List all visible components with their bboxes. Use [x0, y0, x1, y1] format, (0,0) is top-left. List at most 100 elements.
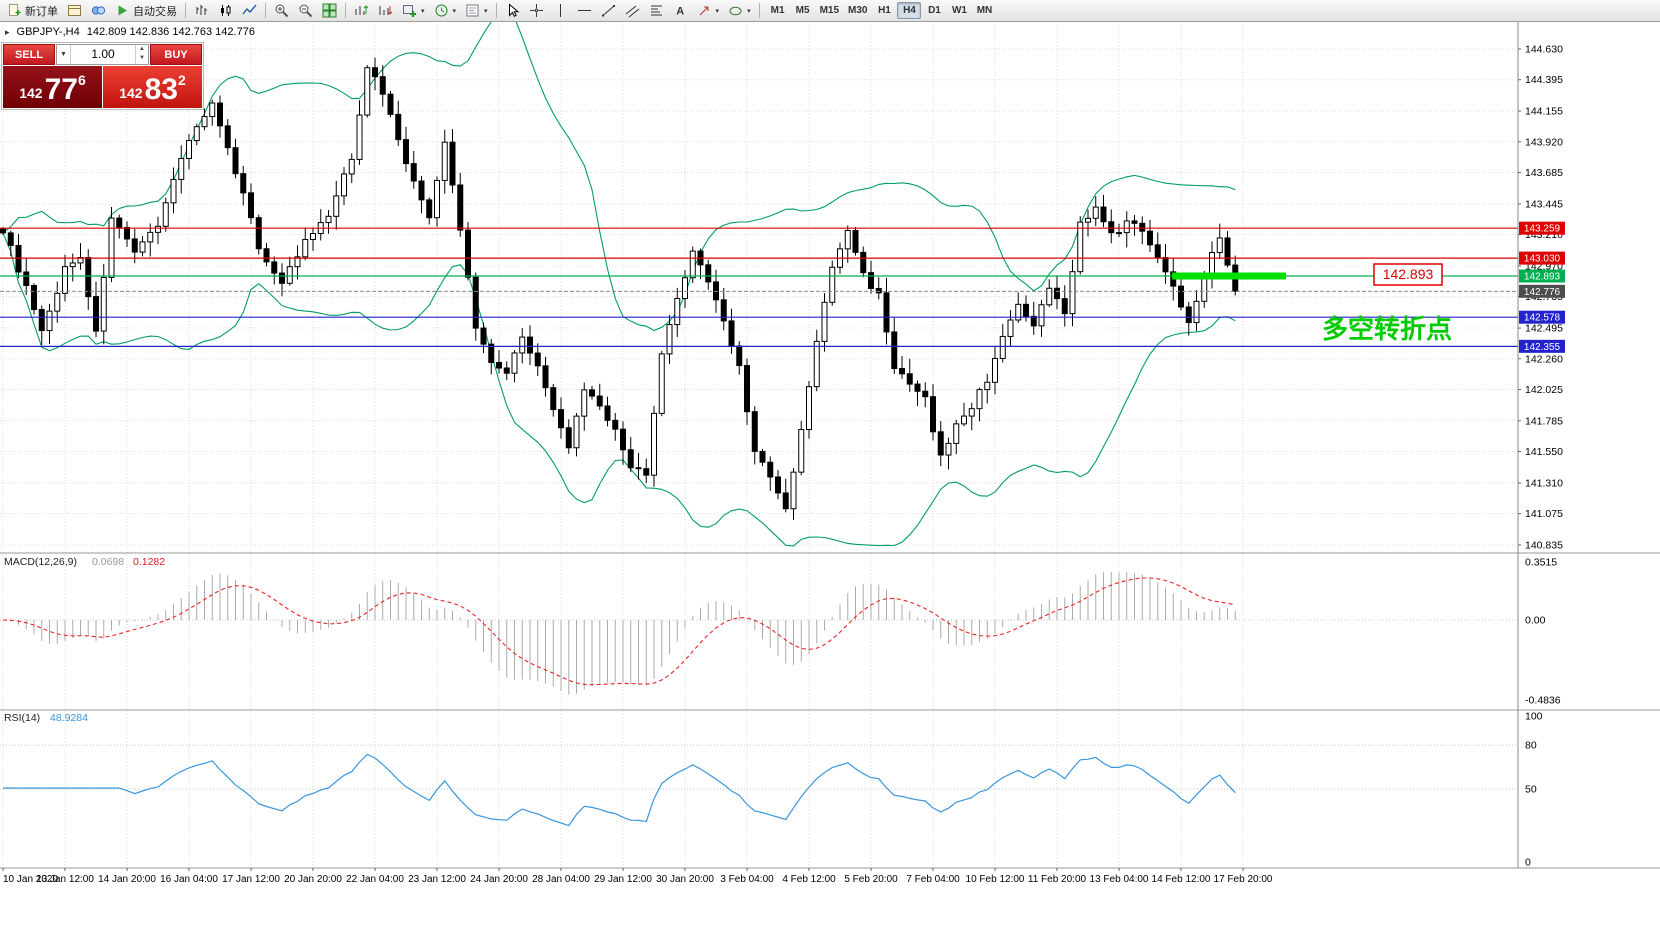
trendline-button[interactable]: [597, 1, 620, 20]
line-chart-button[interactable]: [238, 1, 261, 20]
horizontal-line-button[interactable]: [573, 1, 596, 20]
timeframe-button-d1[interactable]: D1: [928, 5, 941, 16]
zoom-in-button[interactable]: [270, 1, 293, 20]
volume-value[interactable]: 1.00: [91, 47, 115, 61]
timeframe-button-w1[interactable]: W1: [951, 5, 967, 16]
channel-button[interactable]: [621, 1, 644, 20]
timeframe-button-m30[interactable]: M30: [848, 5, 868, 16]
fibonacci-button[interactable]: [645, 1, 668, 20]
candle-body: [550, 387, 557, 411]
candle-body: [782, 492, 789, 510]
volume-down-icon[interactable]: ▼: [139, 55, 145, 61]
price-axis-label: 142.025: [1525, 384, 1563, 396]
candle-body: [333, 195, 340, 217]
candle-body: [914, 383, 921, 392]
candle-body: [116, 217, 123, 229]
svg-text:A: A: [676, 6, 684, 18]
candle-body: [170, 178, 177, 204]
buy-price-display[interactable]: 142 83 2: [103, 66, 202, 108]
period-clock-button[interactable]: ▾: [430, 1, 461, 20]
sell-button[interactable]: SELL: [3, 44, 55, 65]
timeframe-button-h4[interactable]: H4: [897, 2, 922, 19]
highlight-segment[interactable]: [1172, 272, 1286, 280]
chart-canvas[interactable]: 144.630 144.395 144.155 143.920 143.685 143.4…: [0, 22, 1660, 948]
bar-chart-button[interactable]: [190, 1, 213, 20]
candle-body: [441, 141, 448, 181]
profiles-button[interactable]: [87, 1, 110, 20]
candle-body: [581, 389, 588, 417]
sort-ascending-button[interactable]: [350, 1, 373, 20]
new-order-button[interactable]: 新订单: [3, 1, 62, 20]
time-axis-label: 17 Jan 12:00: [222, 874, 280, 885]
crosshair-button[interactable]: [525, 1, 548, 20]
time-axis-label: 24 Jan 20:00: [470, 874, 528, 885]
candle-body: [217, 102, 223, 127]
candle-body: [488, 343, 495, 363]
svg-text:143.030: 143.030: [1524, 254, 1561, 265]
timeframe-button-mn[interactable]: MN: [976, 5, 993, 16]
macd-value-signal: 0.1282: [133, 556, 165, 568]
period-caret-icon: ▾: [452, 7, 457, 15]
svg-text:142.355: 142.355: [1524, 342, 1561, 353]
timeframe-button-m5[interactable]: M5: [795, 5, 810, 16]
price-label-box[interactable]: 142.893: [1373, 263, 1443, 286]
candles: [0, 57, 1239, 520]
auto-trading-button[interactable]: 自动交易: [111, 1, 181, 20]
text-tool-button[interactable]: A: [669, 1, 692, 20]
cursor-button[interactable]: [501, 1, 524, 20]
buy-button[interactable]: BUY: [150, 44, 202, 65]
price-axis-label: 142.495: [1525, 323, 1563, 335]
tile-windows-button[interactable]: [318, 1, 341, 20]
svg-text:142.893: 142.893: [1524, 272, 1561, 283]
candlestick-chart-button[interactable]: [214, 1, 237, 20]
symbol-arrow-icon: ▸: [5, 26, 10, 37]
arrow-tools-caret-icon: ▾: [715, 7, 720, 15]
candle-body: [968, 408, 975, 417]
candle-body: [534, 352, 541, 367]
macd-value-main: 0.0698: [92, 556, 124, 568]
candle-body: [1030, 315, 1037, 327]
zoom-out-button[interactable]: [294, 1, 317, 20]
candle-body: [186, 140, 192, 159]
bollinger-bands: [2, 22, 1236, 547]
time-axis-label: 7 Feb 04:00: [906, 874, 960, 885]
window-layout-button[interactable]: [63, 1, 86, 20]
price-axis-label: 144.155: [1525, 106, 1563, 118]
timeframe-button-h1[interactable]: H1: [878, 5, 891, 16]
candle-body: [976, 389, 983, 410]
candle-body: [1224, 237, 1231, 266]
volume-spin-buttons[interactable]: ▲ ▼: [135, 45, 148, 64]
candle-body: [255, 217, 262, 250]
templates-caret-icon: ▾: [484, 7, 488, 15]
new-chart-icon: [402, 3, 416, 17]
sell-price-display[interactable]: 142 77 6: [3, 66, 102, 108]
price-axis: 144.630 144.395 144.155 143.920 143.685 143.4…: [1518, 44, 1563, 552]
volume-stepper[interactable]: ▼ 1.00 ▲ ▼: [56, 44, 149, 65]
candle-body: [286, 266, 293, 284]
new-order-label: 新订单: [25, 5, 58, 18]
new-chart-button[interactable]: ▾: [398, 1, 429, 20]
timeframe-button-m1[interactable]: M1: [770, 5, 785, 16]
timeframe-button-m15[interactable]: M15: [819, 5, 840, 16]
volume-up-icon[interactable]: ▲: [139, 46, 145, 52]
sort-descending-button[interactable]: [374, 1, 397, 20]
note-text[interactable]: 多空转折点: [1322, 314, 1452, 344]
candle-body: [496, 361, 502, 369]
candle-body: [1077, 221, 1084, 273]
price-tag-143.030: 143.030: [1519, 251, 1565, 265]
horizontal-lines: [0, 227, 1518, 347]
vertical-line-button[interactable]: [549, 1, 572, 20]
candle-body: [201, 116, 208, 128]
candle-body: [395, 113, 402, 141]
candle-body: [54, 292, 61, 312]
shapes-button[interactable]: ▾: [724, 1, 755, 20]
arrow-tools-button[interactable]: ▾: [693, 1, 724, 20]
candle-body: [899, 368, 905, 375]
candle-body: [7, 232, 14, 246]
horizontal-line-icon: [577, 3, 592, 18]
candle-body: [1085, 217, 1091, 223]
templates-button[interactable]: ▾: [461, 1, 492, 20]
volume-dropdown-icon[interactable]: ▼: [57, 45, 71, 64]
candle-body: [992, 357, 998, 383]
candle-body: [775, 476, 781, 494]
